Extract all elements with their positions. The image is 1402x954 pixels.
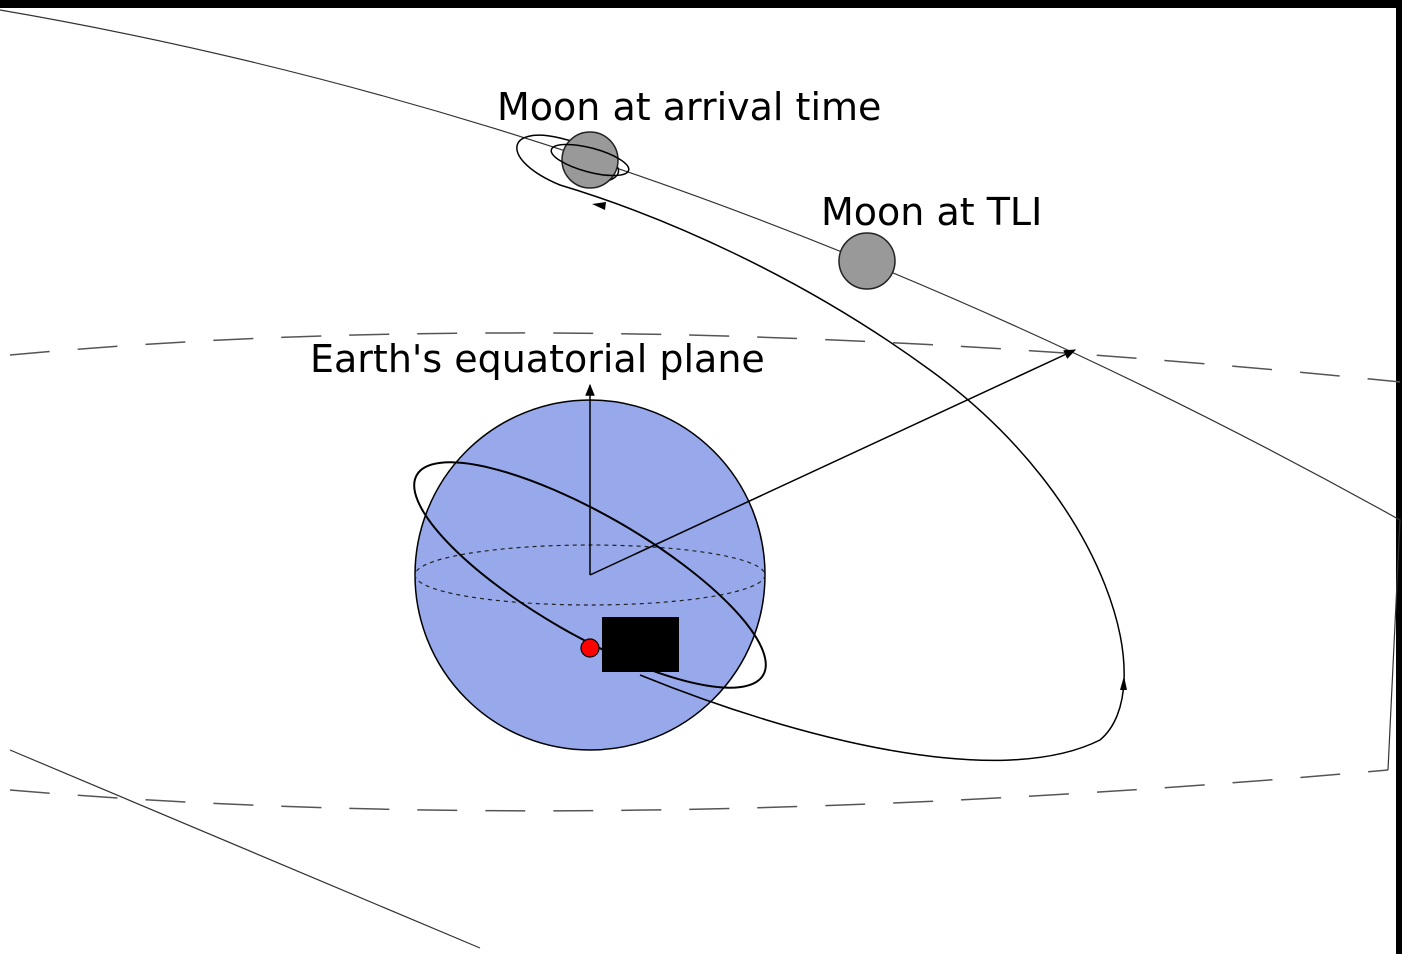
spacecraft-box bbox=[602, 617, 679, 672]
parking-orbit bbox=[413, 461, 767, 689]
equatorial-plane-back bbox=[9, 332, 1401, 383]
label: Moon at TLI bbox=[821, 190, 1042, 234]
moon-orbit-near bbox=[9, 749, 481, 949]
trajectory-arrow bbox=[1120, 676, 1127, 690]
label: Earth's equatorial plane bbox=[310, 337, 765, 381]
lunar-orbit bbox=[550, 143, 630, 177]
equatorial-plane-front bbox=[9, 769, 1389, 812]
moon-arrival bbox=[561, 131, 619, 189]
trajectory-arrow bbox=[592, 202, 606, 210]
launch-site bbox=[580, 638, 600, 658]
node-vector bbox=[589, 349, 1077, 576]
transfer-trajectory bbox=[516, 134, 1125, 762]
label: Moon at arrival time bbox=[497, 85, 881, 129]
moon-orbit bbox=[0, 9, 1401, 771]
moon-tli bbox=[838, 232, 896, 290]
